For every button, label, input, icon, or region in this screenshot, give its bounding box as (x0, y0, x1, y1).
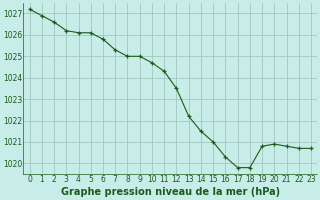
X-axis label: Graphe pression niveau de la mer (hPa): Graphe pression niveau de la mer (hPa) (61, 187, 280, 197)
